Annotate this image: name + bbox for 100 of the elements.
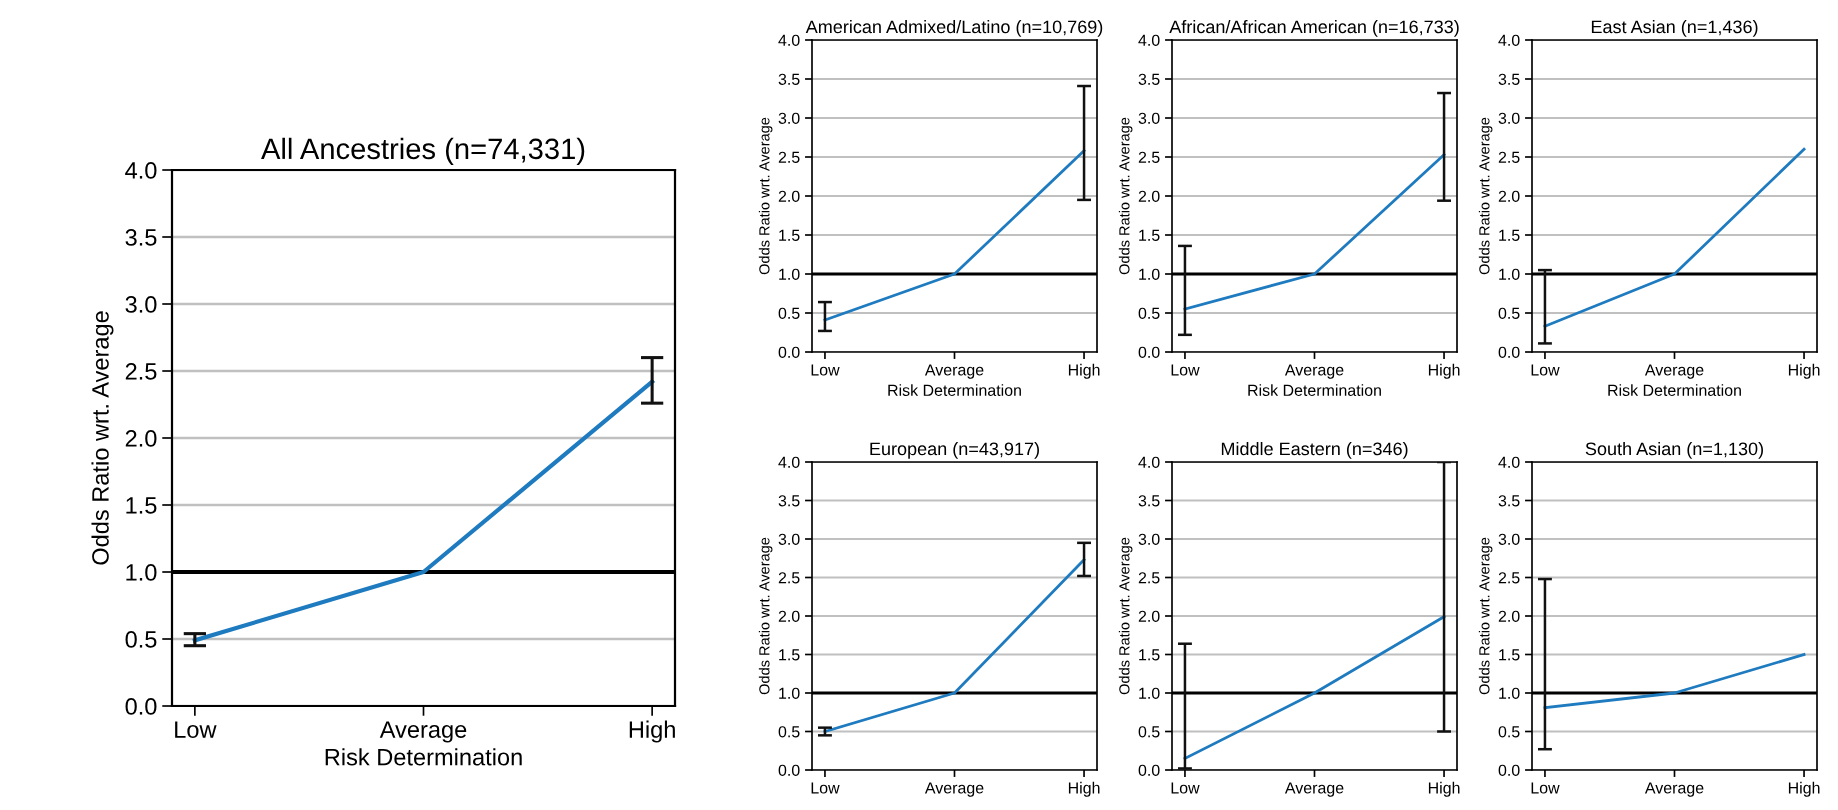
y-tick-label: 2.5 — [778, 572, 800, 584]
y-tick-label: 1.5 — [1139, 229, 1160, 241]
y-tick-label: 0.0 — [1138, 346, 1160, 358]
y-tick-label: 3.5 — [1138, 73, 1160, 85]
y-tick-label: 0.5 — [1138, 726, 1160, 738]
y-tick-label: 1.0 — [1499, 268, 1520, 280]
y-tick-label: 3.0 — [778, 112, 800, 124]
chart-title: All Ancestries (n=74,331) — [261, 137, 585, 165]
x-axis-title: Risk Determination — [1248, 384, 1381, 396]
x-tick-label: Low — [1171, 364, 1200, 376]
x-axis-title: Risk Determination — [1608, 384, 1741, 396]
y-tick-label: 2.5 — [1138, 151, 1160, 163]
x-tick-label: Average — [379, 721, 467, 743]
y-tick-label: 3.0 — [1498, 112, 1520, 124]
y-tick-label: 3.0 — [1138, 112, 1160, 124]
y-axis-title: Odds Ratio wrt. Average — [1118, 117, 1133, 275]
y-axis-title: Odds Ratio wrt. Average — [1478, 537, 1493, 695]
y-tick-label: 4.0 — [1498, 34, 1520, 46]
x-tick-label: Average — [924, 364, 984, 379]
y-tick-label: 2.0 — [125, 430, 157, 447]
y-tick-label: 0.0 — [778, 346, 800, 358]
chart-title: European (n=43,917) — [870, 441, 1039, 459]
y-tick-label: 3.5 — [125, 229, 157, 246]
x-tick-label: High — [1788, 781, 1820, 797]
y-tick-label: 4.0 — [778, 456, 800, 468]
y-tick-label: 0.5 — [1498, 307, 1520, 319]
y-axis-title: Odds Ratio wrt. Average — [758, 117, 773, 275]
x-tick-label: Low — [811, 782, 840, 794]
y-tick-label: 4.0 — [1138, 34, 1160, 46]
x-tick-label: Low — [811, 364, 840, 376]
x-tick-label: High — [1068, 363, 1100, 379]
y-tick-label: 0.5 — [778, 726, 800, 738]
y-tick-label: 3.0 — [1498, 533, 1520, 545]
y-tick-label: 1.0 — [1139, 268, 1160, 280]
x-tick-label: Average — [924, 782, 984, 797]
y-tick-label: 1.0 — [1139, 687, 1160, 699]
y-tick-label: 0.0 — [778, 764, 800, 776]
y-tick-label: 2.0 — [1498, 610, 1520, 622]
y-tick-label: 1.0 — [1499, 687, 1520, 699]
y-tick-label: 0.0 — [125, 698, 157, 715]
chart-title: African/African American (n=16,733) — [1169, 19, 1459, 37]
x-tick-label: Low — [1531, 364, 1560, 376]
y-tick-label: 2.0 — [1138, 190, 1160, 202]
y-tick-label: 0.5 — [125, 631, 157, 648]
y-tick-label: 1.0 — [779, 268, 800, 280]
x-tick-label: High — [1428, 781, 1460, 797]
y-tick-label: 1.5 — [1499, 229, 1520, 241]
y-axis-title: Odds Ratio wrt. Average — [758, 537, 773, 695]
chart-title: East Asian (n=1,436) — [1591, 19, 1758, 37]
y-tick-label: 1.5 — [126, 497, 157, 514]
x-tick-label: Average — [1284, 782, 1344, 797]
y-tick-label: 3.5 — [778, 495, 800, 507]
y-tick-label: 2.5 — [1498, 151, 1520, 163]
x-tick-label: Low — [175, 721, 217, 738]
y-tick-label: 0.5 — [778, 307, 800, 319]
y-tick-label: 2.0 — [1138, 610, 1160, 622]
y-tick-label: 3.0 — [778, 533, 800, 545]
y-tick-label: 4.0 — [1138, 456, 1160, 468]
y-axis-title: Odds Ratio wrt. Average — [91, 311, 114, 565]
x-tick-label: Average — [1644, 364, 1704, 379]
y-tick-label: 2.0 — [778, 190, 800, 202]
y-tick-label: 4.0 — [778, 34, 800, 46]
chart-title: American Admixed/Latino (n=10,769) — [805, 19, 1103, 37]
y-tick-label: 0.0 — [1498, 346, 1520, 358]
y-tick-label: 2.5 — [1498, 572, 1520, 584]
y-tick-label: 1.0 — [126, 564, 157, 581]
y-tick-label: 4.0 — [125, 162, 157, 179]
y-tick-label: 3.5 — [1138, 495, 1160, 507]
y-tick-label: 1.5 — [1499, 649, 1520, 661]
y-tick-label: 1.0 — [779, 687, 800, 699]
y-axis-title: Odds Ratio wrt. Average — [1118, 537, 1133, 695]
x-tick-label: Low — [1171, 782, 1200, 794]
y-tick-label: 2.5 — [1138, 572, 1160, 584]
x-axis-title: Risk Determination — [888, 384, 1021, 396]
y-tick-label: 4.0 — [1498, 456, 1520, 468]
y-tick-label: 2.5 — [778, 151, 800, 163]
y-tick-label: 1.5 — [1139, 649, 1160, 661]
chart-title: Middle Eastern (n=346) — [1221, 441, 1408, 459]
y-tick-label: 3.0 — [125, 296, 157, 313]
y-tick-label: 3.0 — [1138, 533, 1160, 545]
y-axis-title: Odds Ratio wrt. Average — [1478, 117, 1493, 275]
x-axis-title: Risk Determination — [325, 748, 522, 766]
y-tick-label: 2.0 — [1498, 190, 1520, 202]
y-tick-label: 1.5 — [779, 649, 800, 661]
y-tick-label: 0.5 — [1138, 307, 1160, 319]
y-tick-label: 0.0 — [1138, 764, 1160, 776]
x-tick-label: High — [1068, 781, 1100, 797]
y-tick-label: 2.0 — [778, 610, 800, 622]
x-tick-label: High — [1428, 363, 1460, 379]
y-tick-label: 3.5 — [1498, 73, 1520, 85]
chart-title: South Asian (n=1,130) — [1585, 441, 1763, 459]
y-tick-label: 2.5 — [125, 363, 157, 380]
y-tick-label: 0.0 — [1498, 764, 1520, 776]
y-tick-label: 3.5 — [778, 73, 800, 85]
y-tick-label: 0.5 — [1498, 726, 1520, 738]
y-tick-label: 1.5 — [779, 229, 800, 241]
x-tick-label: High — [629, 720, 675, 743]
x-tick-label: Average — [1644, 782, 1704, 797]
x-tick-label: Low — [1531, 782, 1560, 794]
x-tick-label: High — [1788, 363, 1820, 379]
